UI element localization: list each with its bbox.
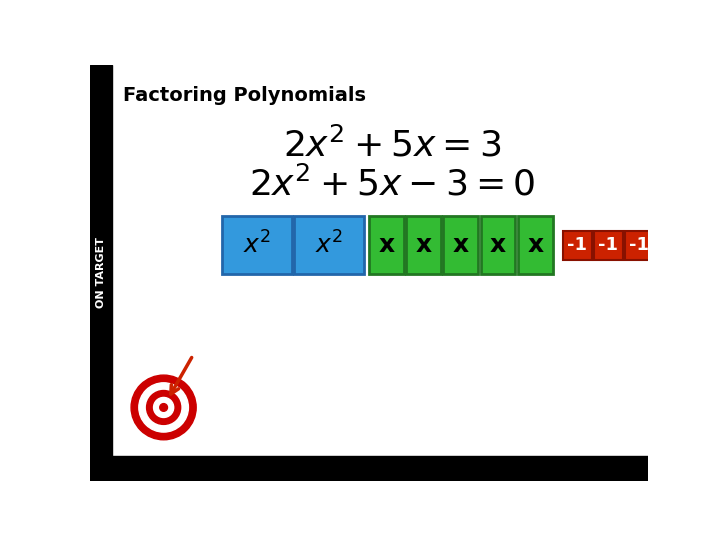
Bar [222, 217, 292, 274]
Text: $x^2$: $x^2$ [243, 232, 271, 259]
Bar [518, 217, 553, 274]
Bar [406, 217, 441, 274]
Text: -1: -1 [567, 237, 588, 254]
Text: ON TARGET: ON TARGET [96, 237, 106, 308]
Circle shape [160, 403, 168, 411]
Text: Factoring Polynomials: Factoring Polynomials [123, 86, 366, 105]
Text: x: x [415, 233, 432, 258]
Circle shape [131, 375, 196, 440]
Bar [625, 231, 654, 260]
Bar [294, 217, 364, 274]
Circle shape [147, 390, 181, 424]
Text: $2x^2+5x = 3$: $2x^2+5x = 3$ [283, 127, 501, 164]
Text: x: x [453, 233, 469, 258]
Bar [444, 217, 478, 274]
Text: x: x [379, 233, 395, 258]
Bar [481, 217, 516, 274]
Text: $x^2$: $x^2$ [315, 232, 343, 259]
Bar [594, 231, 624, 260]
Circle shape [139, 383, 189, 432]
Circle shape [153, 397, 174, 417]
Bar [90, 456, 648, 481]
Bar [563, 231, 593, 260]
Bar [90, 65, 112, 456]
Text: x: x [527, 233, 544, 258]
Text: -1: -1 [598, 237, 618, 254]
Text: x: x [490, 233, 506, 258]
Text: $2x^2+5x - 3 = 0$: $2x^2+5x - 3 = 0$ [249, 166, 535, 202]
Text: -1: -1 [629, 237, 649, 254]
Bar [369, 217, 404, 274]
